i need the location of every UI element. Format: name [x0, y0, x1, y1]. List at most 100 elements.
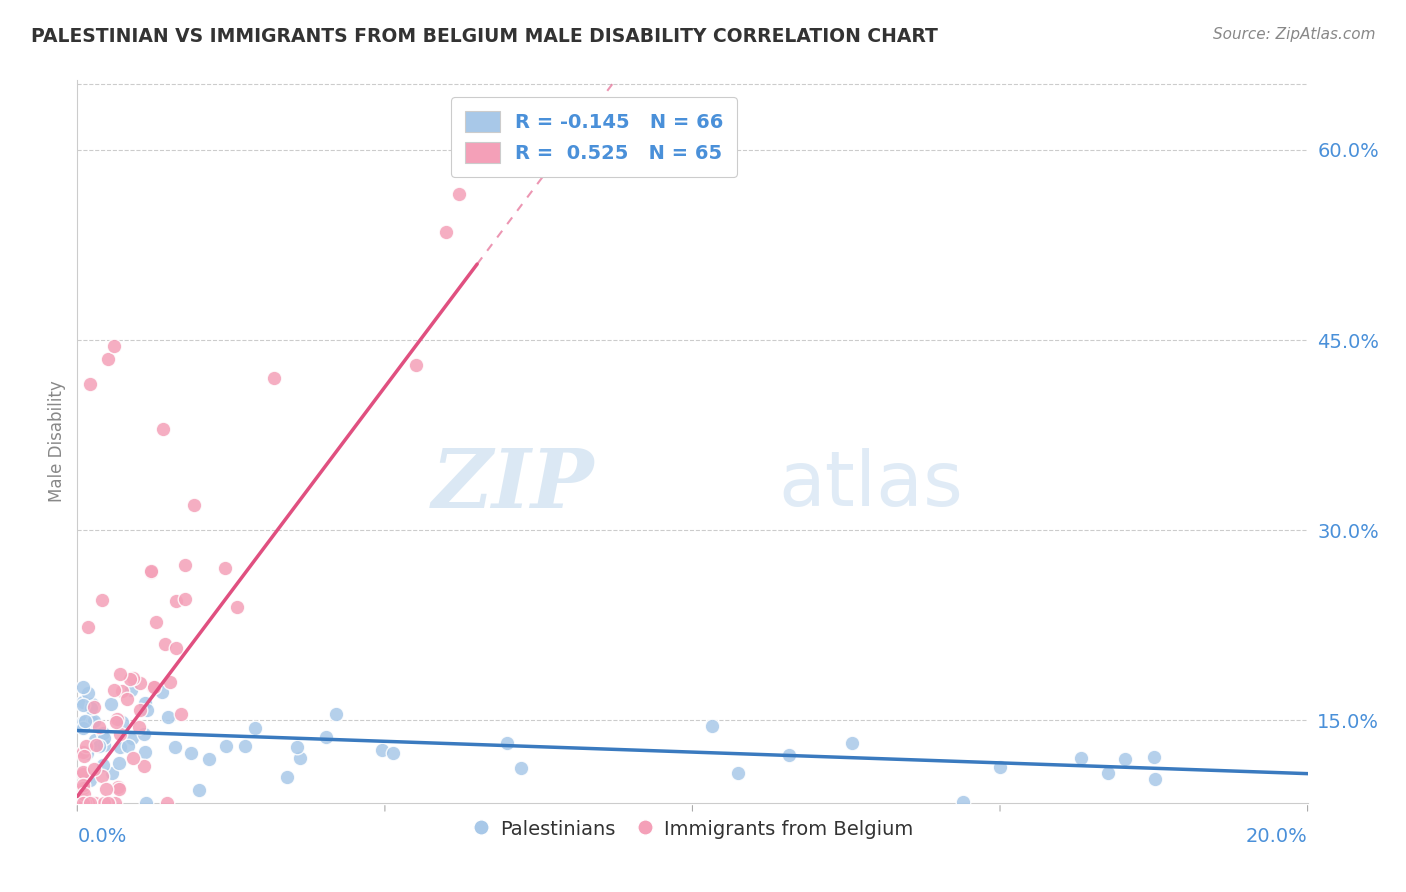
- Legend: Palestinians, Immigrants from Belgium: Palestinians, Immigrants from Belgium: [464, 811, 921, 847]
- Point: [105, 712, 128, 726]
- Point: [778, 748, 800, 763]
- Point: [405, 359, 427, 373]
- Point: [134, 697, 156, 711]
- Point: [72, 749, 94, 764]
- Point: [72, 781, 94, 796]
- Point: [91, 726, 114, 740]
- Point: [108, 756, 131, 770]
- Point: [447, 187, 470, 202]
- Point: [436, 225, 458, 239]
- Point: [134, 745, 156, 759]
- Point: [120, 682, 142, 697]
- Point: [315, 730, 337, 744]
- Point: [76, 796, 98, 810]
- Text: PALESTINIAN VS IMMIGRANTS FROM BELGIUM MALE DISABILITY CORRELATION CHART: PALESTINIAN VS IMMIGRANTS FROM BELGIUM M…: [31, 27, 938, 45]
- Point: [243, 721, 266, 735]
- Point: [97, 796, 120, 810]
- Point: [165, 594, 187, 608]
- Point: [110, 667, 132, 681]
- Text: Source: ZipAtlas.com: Source: ZipAtlas.com: [1212, 27, 1375, 42]
- Point: [82, 697, 104, 711]
- Point: [174, 558, 197, 573]
- Point: [75, 739, 97, 753]
- Text: ZIP: ZIP: [432, 445, 595, 524]
- Point: [84, 738, 107, 752]
- Point: [183, 498, 205, 512]
- Point: [111, 684, 134, 698]
- Point: [215, 739, 238, 754]
- Point: [135, 796, 157, 810]
- Point: [96, 781, 118, 796]
- Text: 0.0%: 0.0%: [77, 827, 127, 846]
- Point: [75, 796, 97, 810]
- Point: [90, 592, 114, 607]
- Point: [134, 759, 156, 773]
- Point: [107, 781, 129, 796]
- Point: [76, 747, 98, 761]
- Point: [225, 600, 247, 615]
- Point: [72, 698, 94, 713]
- Point: [159, 674, 181, 689]
- Point: [82, 714, 104, 729]
- Point: [288, 751, 311, 765]
- Point: [988, 760, 1011, 774]
- Point: [89, 720, 111, 734]
- Point: [122, 671, 145, 685]
- Point: [93, 731, 115, 745]
- Point: [77, 686, 100, 700]
- Point: [156, 796, 179, 810]
- Point: [1114, 752, 1136, 766]
- Point: [103, 339, 125, 353]
- Point: [128, 676, 150, 690]
- Point: [1097, 766, 1119, 780]
- Point: [145, 615, 167, 630]
- Point: [79, 773, 101, 788]
- Point: [214, 561, 236, 575]
- Point: [91, 757, 114, 772]
- Point: [141, 565, 163, 579]
- Point: [105, 715, 128, 730]
- Point: [169, 707, 191, 722]
- Point: [174, 592, 197, 607]
- Point: [132, 727, 155, 741]
- Point: [115, 691, 138, 706]
- Point: [1143, 772, 1166, 787]
- Point: [72, 778, 94, 792]
- Point: [180, 746, 202, 760]
- Point: [702, 719, 724, 733]
- Point: [276, 771, 298, 785]
- Point: [325, 706, 347, 721]
- Point: [121, 750, 143, 764]
- Point: [157, 709, 180, 723]
- Y-axis label: Male Disability: Male Disability: [48, 381, 66, 502]
- Point: [84, 732, 107, 747]
- Point: [841, 736, 863, 750]
- Point: [72, 714, 94, 729]
- Point: [83, 700, 105, 714]
- Point: [73, 787, 96, 801]
- Point: [77, 620, 100, 634]
- Point: [93, 796, 115, 810]
- Point: [89, 739, 111, 753]
- Point: [73, 714, 96, 728]
- Point: [142, 680, 165, 694]
- Point: [83, 762, 105, 776]
- Point: [263, 371, 285, 385]
- Point: [83, 796, 105, 810]
- Point: [91, 769, 114, 783]
- Point: [371, 743, 394, 757]
- Point: [509, 761, 531, 775]
- Point: [103, 682, 125, 697]
- Point: [727, 766, 749, 780]
- Point: [83, 714, 105, 728]
- Point: [79, 796, 101, 810]
- Point: [952, 796, 974, 810]
- Point: [79, 714, 101, 729]
- Point: [163, 739, 186, 754]
- Point: [1070, 751, 1092, 765]
- Point: [72, 767, 94, 781]
- Point: [107, 780, 129, 794]
- Point: [233, 739, 256, 753]
- Point: [80, 701, 103, 715]
- Text: 20.0%: 20.0%: [1246, 827, 1308, 846]
